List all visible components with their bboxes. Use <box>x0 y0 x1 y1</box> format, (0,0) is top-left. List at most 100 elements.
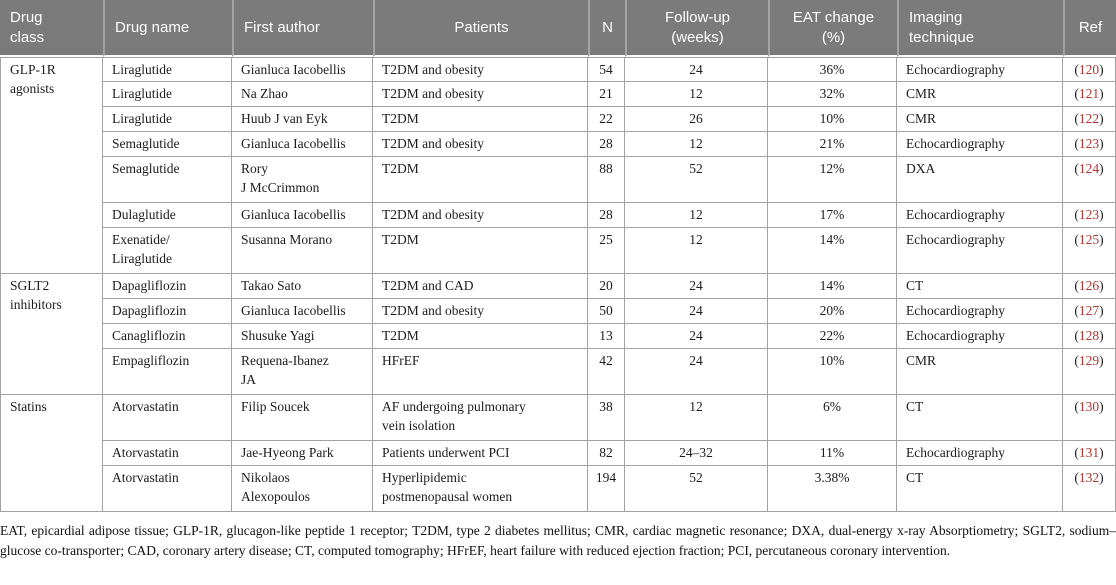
cell-imaging: Echocardiography <box>897 203 1063 229</box>
table-row: Canagliflozin Shusuke Yagi T2DM 13 24 22… <box>0 324 1116 350</box>
cell-first-author: Gianluca Iacobellis <box>232 299 373 325</box>
cell-imaging: CT <box>897 274 1063 300</box>
cell-drug-name: Atorvastatin <box>103 466 232 513</box>
col-header-eat-change: EAT change (%) <box>768 0 897 57</box>
cell-n: 13 <box>588 324 625 350</box>
cell-eat-change: 21% <box>768 132 897 158</box>
cell-drug-name: Empagliflozin <box>103 349 232 396</box>
ref-citation-link[interactable]: 124 <box>1078 161 1100 177</box>
cell-n: 88 <box>588 157 625 204</box>
cell-first-author: Gianluca Iacobellis <box>232 132 373 158</box>
cell-patients: T2DM and obesity <box>373 57 588 83</box>
table-row: Atorvastatin Nikolaos Alexopoulos Hyperl… <box>0 466 1116 513</box>
cell-drug-name: Exenatide/ Liraglutide <box>103 228 232 275</box>
ref-paren-open: ( <box>1074 353 1079 369</box>
cell-drug-name: Liraglutide <box>103 82 232 108</box>
cell-follow-up: 24 <box>625 274 768 300</box>
ref-paren-open: ( <box>1074 136 1079 152</box>
cell-eat-change: 14% <box>768 274 897 300</box>
table-row: Semaglutide Rory J McCrimmon T2DM 88 52 … <box>0 157 1116 204</box>
ref-paren-open: ( <box>1074 111 1079 127</box>
cell-n: 22 <box>588 107 625 133</box>
ref-paren-close: ) <box>1099 353 1104 369</box>
ref-citation-link[interactable]: 121 <box>1078 86 1100 102</box>
cell-follow-up: 52 <box>625 466 768 513</box>
ref-paren-close: ) <box>1099 136 1104 152</box>
cell-follow-up: 24–32 <box>625 441 768 467</box>
col-header-imaging: Imaging technique <box>897 0 1063 57</box>
cell-imaging: Echocardiography <box>897 57 1063 83</box>
cell-n: 21 <box>588 82 625 108</box>
cell-drug-name: Dapagliflozin <box>103 299 232 325</box>
cell-patients: HFrEF <box>373 349 588 396</box>
cell-drug-class: SGLT2 inhibitors <box>0 274 103 396</box>
ref-paren-close: ) <box>1099 62 1104 77</box>
ref-paren-close: ) <box>1099 111 1104 127</box>
cell-eat-change: 6% <box>768 395 897 442</box>
ref-paren-open: ( <box>1074 399 1079 415</box>
table-row: Semaglutide Gianluca Iacobellis T2DM and… <box>0 132 1116 158</box>
ref-paren-open: ( <box>1074 62 1079 77</box>
cell-n: 28 <box>588 203 625 229</box>
cell-ref: (126) <box>1063 274 1116 300</box>
cell-patients: T2DM <box>373 107 588 133</box>
ref-paren-close: ) <box>1099 86 1104 102</box>
ref-paren-close: ) <box>1099 278 1104 294</box>
cell-follow-up: 24 <box>625 324 768 350</box>
cell-drug-name: Dulaglutide <box>103 203 232 229</box>
ref-paren-close: ) <box>1099 445 1104 461</box>
ref-citation-link[interactable]: 126 <box>1078 278 1100 294</box>
cell-drug-name: Atorvastatin <box>103 441 232 467</box>
cell-imaging: Echocardiography <box>897 441 1063 467</box>
cell-first-author: Susanna Morano <box>232 228 373 275</box>
ref-citation-link[interactable]: 130 <box>1078 399 1100 415</box>
cell-follow-up: 12 <box>625 228 768 275</box>
ref-paren-close: ) <box>1099 232 1104 248</box>
table-row: Atorvastatin Jae-Hyeong Park Patients un… <box>0 441 1116 467</box>
ref-paren-open: ( <box>1074 278 1079 294</box>
cell-eat-change: 10% <box>768 107 897 133</box>
cell-patients: T2DM and obesity <box>373 132 588 158</box>
col-header-ref: Ref <box>1063 0 1116 57</box>
cell-ref: (127) <box>1063 299 1116 325</box>
ref-citation-link[interactable]: 123 <box>1078 136 1100 152</box>
cell-patients: Hyperlipidemic postmenopausal women <box>373 466 588 513</box>
ref-citation-link[interactable]: 132 <box>1078 470 1100 486</box>
cell-imaging: CT <box>897 466 1063 513</box>
cell-ref: (122) <box>1063 107 1116 133</box>
col-header-drug-name: Drug name <box>103 0 232 57</box>
ref-citation-link[interactable]: 120 <box>1078 62 1100 77</box>
ref-citation-link[interactable]: 129 <box>1078 353 1100 369</box>
table-row: Dapagliflozin Gianluca Iacobellis T2DM a… <box>0 299 1116 325</box>
cell-follow-up: 12 <box>625 82 768 108</box>
col-header-first-author: First author <box>232 0 373 57</box>
col-header-patients: Patients <box>373 0 588 57</box>
cell-ref: (121) <box>1063 82 1116 108</box>
ref-citation-link[interactable]: 127 <box>1078 303 1100 319</box>
col-header-follow-up: Follow-up (weeks) <box>625 0 768 57</box>
cell-drug-name: Semaglutide <box>103 132 232 158</box>
ref-citation-link[interactable]: 123 <box>1078 207 1100 223</box>
table-row: Empagliflozin Requena-Ibanez JA HFrEF 42… <box>0 349 1116 396</box>
cell-imaging: CT <box>897 395 1063 442</box>
table-row: Dulaglutide Gianluca Iacobellis T2DM and… <box>0 203 1116 229</box>
ref-citation-link[interactable]: 131 <box>1078 445 1100 461</box>
ref-citation-link[interactable]: 122 <box>1078 111 1100 127</box>
cell-n: 82 <box>588 441 625 467</box>
ref-citation-link[interactable]: 128 <box>1078 328 1100 344</box>
drug-studies-table: Drug class Drug name First author Patien… <box>0 0 1116 513</box>
ref-paren-open: ( <box>1074 303 1079 319</box>
cell-first-author: Rory J McCrimmon <box>232 157 373 204</box>
cell-patients: T2DM <box>373 228 588 275</box>
cell-drug-name: Canagliflozin <box>103 324 232 350</box>
cell-patients: T2DM and obesity <box>373 299 588 325</box>
cell-drug-class: GLP-1R agonists <box>0 57 103 275</box>
cell-eat-change: 10% <box>768 349 897 396</box>
ref-paren-close: ) <box>1099 303 1104 319</box>
col-header-drug-class: Drug class <box>0 0 103 57</box>
table-row: GLP-1R agonists Liraglutide Gianluca Iac… <box>0 57 1116 275</box>
ref-citation-link[interactable]: 125 <box>1078 232 1100 248</box>
cell-eat-change: 36% <box>768 57 897 83</box>
cell-drug-name: Liraglutide <box>103 57 232 83</box>
cell-eat-change: 32% <box>768 82 897 108</box>
